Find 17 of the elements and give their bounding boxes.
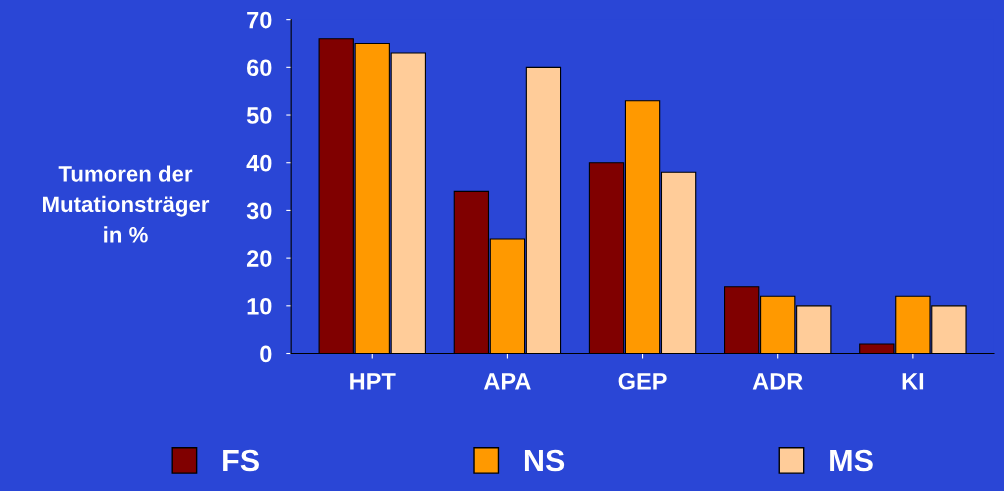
legend-label: MS (830, 449, 873, 472)
y-tick-label: 50 (246, 107, 272, 124)
y-tick-label: 10 (247, 297, 272, 315)
y-tick-label: 70 (247, 11, 272, 29)
y-tick-label: 60 (247, 59, 272, 77)
legend-label: FS (223, 449, 259, 472)
y-tick-label: 40 (246, 154, 272, 172)
x-tick-label: HPT (350, 373, 396, 390)
y-tick-label: 0 (260, 345, 272, 363)
legend-label: NS (524, 449, 565, 472)
y-tick-label: 20 (246, 250, 272, 267)
x-tick-label: APA (483, 373, 531, 390)
y-tick-label: 30 (246, 202, 272, 220)
x-tick-label: ADR (752, 373, 803, 390)
y-axis-title: Tumoren der Mutationsträger in % (43, 165, 210, 243)
x-tick-label: KI (902, 373, 924, 390)
x-tick-label: GEP (618, 372, 667, 390)
